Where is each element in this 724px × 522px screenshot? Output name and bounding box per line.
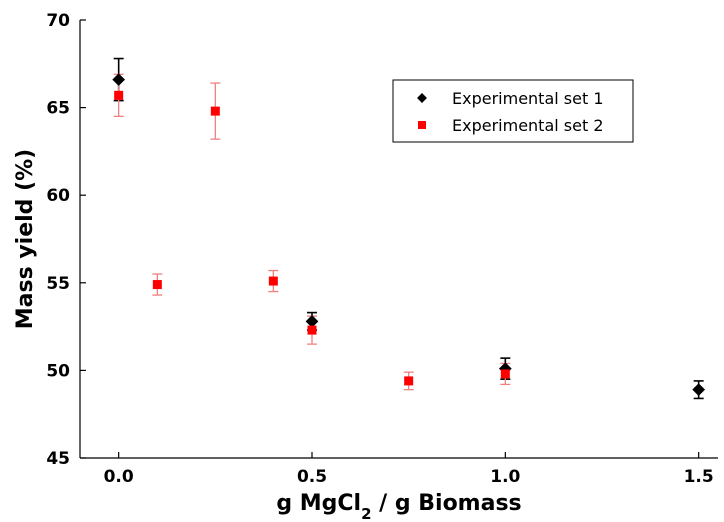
data-point-set-2 xyxy=(114,90,124,100)
axes xyxy=(79,20,718,459)
data-point-set-2 xyxy=(268,276,278,286)
y-axis-title: Mass yield (%) xyxy=(13,149,38,330)
y-tick-label: 60 xyxy=(46,186,70,206)
data-point-set-1 xyxy=(692,383,706,397)
x-axis-title-suffix: / g Biomass xyxy=(372,491,522,516)
y-tick-label: 55 xyxy=(46,274,70,294)
data-point-set-2 xyxy=(152,280,162,290)
y-tick-label: 70 xyxy=(46,11,70,31)
y-tick-label: 45 xyxy=(46,449,70,469)
legend-box xyxy=(392,79,634,143)
data-point-set-2 xyxy=(404,376,414,386)
x-tick-label: 0.5 xyxy=(297,467,327,487)
data-point-set-1 xyxy=(112,73,126,86)
x-axis-title: g MgCl2 / g Biomass xyxy=(276,491,521,522)
y-tick-label: 65 xyxy=(46,99,70,119)
x-axis-title-prefix: g MgCl xyxy=(276,491,361,516)
legend-marker-set-2 xyxy=(418,121,426,129)
x-tick-label: 0.0 xyxy=(104,467,134,487)
x-axis-title-subscript: 2 xyxy=(361,505,371,522)
legend-label-set-1: Experimental set 1 xyxy=(452,89,604,108)
x-ticks: 0.0 0.5 1.0 1.5 xyxy=(104,452,714,487)
data-point-set-2 xyxy=(307,325,317,335)
legend: Experimental set 1 Experimental set 2 xyxy=(392,79,634,143)
x-tick-label: 1.0 xyxy=(490,467,520,487)
y-tick-label: 50 xyxy=(46,361,70,381)
x-tick-label: 1.5 xyxy=(684,467,714,487)
y-ticks: 45 50 55 60 65 70 xyxy=(46,11,86,469)
data-point-set-2 xyxy=(500,369,510,379)
legend-label-set-2: Experimental set 2 xyxy=(452,116,604,135)
data-point-set-2 xyxy=(210,106,220,116)
data-point-set-1 xyxy=(305,314,319,328)
